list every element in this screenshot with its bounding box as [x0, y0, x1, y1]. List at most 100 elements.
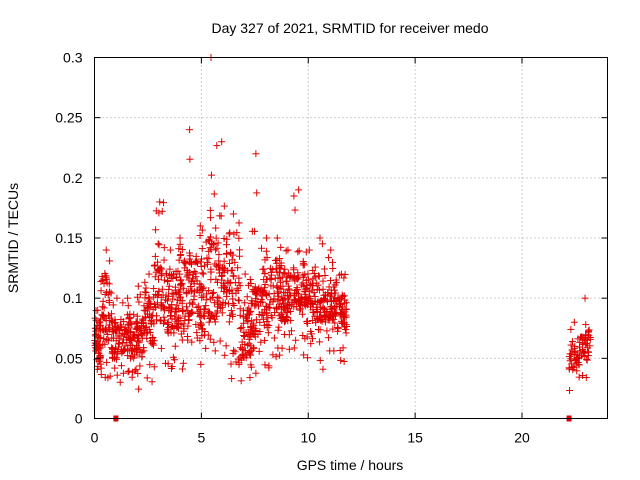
- data-point: [143, 310, 151, 318]
- data-point: [336, 347, 344, 355]
- data-point: [241, 332, 249, 340]
- data-point: [332, 289, 340, 297]
- data-point: [158, 285, 166, 293]
- data-point: [136, 324, 144, 332]
- data-point: [295, 247, 303, 255]
- data-point: [246, 374, 254, 382]
- data-point: [171, 342, 179, 350]
- data-point: [95, 333, 103, 341]
- data-point: [145, 270, 153, 278]
- data-point: [290, 344, 298, 352]
- data-point: [263, 276, 271, 284]
- data-point: [303, 284, 311, 292]
- data-point: [238, 324, 246, 332]
- data-point: [143, 334, 151, 342]
- data-point: [218, 309, 226, 317]
- data-point: [188, 338, 196, 346]
- data-point: [258, 292, 266, 300]
- data-point: [291, 272, 299, 280]
- data-point: [244, 341, 252, 349]
- data-point: [167, 365, 175, 373]
- data-point: [212, 275, 220, 283]
- data-point: [257, 338, 265, 346]
- data-point: [324, 289, 332, 297]
- data-point: [313, 307, 321, 315]
- data-point: [301, 290, 309, 298]
- data-point: [135, 298, 143, 306]
- data-point: [200, 305, 208, 313]
- x-tick-label: 5: [197, 430, 205, 446]
- data-point: [193, 334, 201, 342]
- data-point: [237, 377, 245, 385]
- data-point: [334, 325, 342, 333]
- data-point: [231, 279, 239, 287]
- y-tick-label: 0.3: [63, 50, 83, 66]
- data-point: [114, 340, 122, 348]
- data-point: [152, 226, 160, 234]
- data-point: [198, 226, 206, 234]
- data-point: [200, 262, 208, 270]
- data-point: [207, 268, 215, 276]
- data-point: [284, 246, 292, 254]
- data-point: [157, 317, 165, 325]
- data-point: [236, 252, 244, 260]
- data-point: [206, 335, 214, 343]
- data-point: [261, 361, 269, 369]
- data-point: [310, 270, 318, 278]
- data-point: [567, 341, 575, 349]
- data-point: [316, 316, 324, 324]
- data-point: [198, 269, 206, 277]
- data-point: [196, 280, 204, 288]
- data-point: [326, 277, 334, 285]
- data-point: [130, 354, 138, 362]
- data-point: [197, 263, 205, 271]
- data-point: [179, 308, 187, 316]
- data-point: [192, 273, 200, 281]
- data-point: [238, 338, 246, 346]
- data-point: [567, 325, 575, 333]
- data-point: [219, 264, 227, 272]
- data-point: [110, 349, 118, 357]
- data-point: [198, 255, 206, 263]
- data-point: [281, 289, 289, 297]
- data-point: [234, 296, 242, 304]
- data-point: [311, 273, 319, 281]
- data-point: [586, 335, 594, 343]
- data-point: [112, 344, 120, 352]
- data-point: [126, 347, 134, 355]
- data-point: [228, 375, 236, 383]
- data-point: [269, 351, 277, 359]
- data-point: [580, 349, 588, 357]
- data-point: [320, 295, 328, 303]
- data-point: [195, 302, 203, 310]
- data-point: [237, 356, 245, 364]
- data-point: [91, 324, 99, 332]
- data-point: [137, 328, 145, 336]
- data-point: [111, 364, 119, 372]
- data-point: [216, 300, 224, 308]
- data-point: [176, 234, 184, 242]
- data-point: [212, 246, 220, 254]
- data-point: [342, 311, 350, 319]
- data-point: [203, 254, 211, 262]
- data-point: [294, 269, 302, 277]
- data-point: [301, 335, 309, 343]
- data-point: [174, 267, 182, 275]
- data-point: [187, 282, 195, 290]
- data-point: [97, 364, 105, 372]
- data-point: [243, 293, 251, 301]
- data-point: [261, 269, 269, 277]
- data-point: [325, 313, 333, 321]
- data-point: [111, 318, 119, 326]
- data-point: [273, 283, 281, 291]
- data-point: [238, 345, 246, 353]
- data-point: [126, 310, 134, 318]
- data-point: [247, 322, 255, 330]
- data-point: [314, 272, 322, 280]
- data-point: [227, 248, 235, 256]
- data-point: [253, 189, 261, 197]
- data-point: [337, 270, 345, 278]
- data-point: [241, 299, 249, 307]
- data-point: [184, 336, 192, 344]
- data-point: [190, 292, 198, 300]
